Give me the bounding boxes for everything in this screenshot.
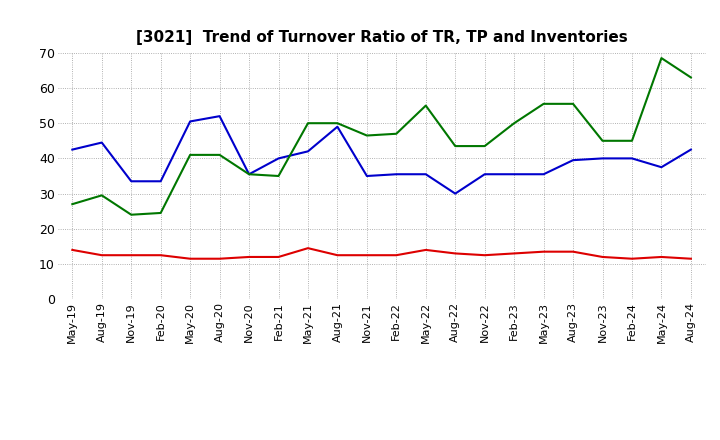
Trade Receivables (333, 253, 342, 258)
Trade Payables (215, 114, 224, 119)
Trade Payables (451, 191, 459, 196)
Trade Payables (392, 172, 400, 177)
Trade Payables (510, 172, 518, 177)
Trade Receivables (215, 256, 224, 261)
Trade Payables (97, 140, 106, 145)
Inventories (156, 210, 165, 216)
Trade Payables (598, 156, 607, 161)
Inventories (97, 193, 106, 198)
Line: Inventories: Inventories (72, 58, 691, 215)
Inventories (245, 172, 253, 177)
Trade Receivables (510, 251, 518, 256)
Inventories (68, 202, 76, 207)
Trade Payables (569, 158, 577, 163)
Inventories (333, 121, 342, 126)
Inventories (569, 101, 577, 106)
Inventories (657, 55, 666, 61)
Trade Receivables (245, 254, 253, 260)
Inventories (539, 101, 548, 106)
Trade Payables (421, 172, 430, 177)
Line: Trade Receivables: Trade Receivables (72, 248, 691, 259)
Trade Payables (539, 172, 548, 177)
Trade Payables (127, 179, 135, 184)
Inventories (451, 143, 459, 149)
Title: [3021]  Trend of Turnover Ratio of TR, TP and Inventories: [3021] Trend of Turnover Ratio of TR, TP… (136, 29, 627, 45)
Trade Receivables (598, 254, 607, 260)
Trade Receivables (392, 253, 400, 258)
Trade Receivables (304, 246, 312, 251)
Trade Payables (628, 156, 636, 161)
Trade Payables (657, 165, 666, 170)
Inventories (421, 103, 430, 108)
Trade Receivables (687, 256, 696, 261)
Trade Receivables (97, 253, 106, 258)
Inventories (127, 212, 135, 217)
Inventories (215, 152, 224, 158)
Trade Receivables (127, 253, 135, 258)
Trade Receivables (451, 251, 459, 256)
Trade Payables (245, 172, 253, 177)
Trade Payables (186, 119, 194, 124)
Trade Payables (333, 124, 342, 129)
Trade Receivables (156, 253, 165, 258)
Trade Receivables (186, 256, 194, 261)
Trade Receivables (68, 247, 76, 253)
Trade Payables (304, 149, 312, 154)
Inventories (363, 133, 372, 138)
Trade Receivables (628, 256, 636, 261)
Trade Payables (687, 147, 696, 152)
Inventories (480, 143, 489, 149)
Trade Receivables (421, 247, 430, 253)
Inventories (687, 75, 696, 80)
Inventories (628, 138, 636, 143)
Trade Payables (363, 173, 372, 179)
Trade Payables (156, 179, 165, 184)
Inventories (392, 131, 400, 136)
Line: Trade Payables: Trade Payables (72, 116, 691, 194)
Inventories (186, 152, 194, 158)
Trade Receivables (569, 249, 577, 254)
Trade Payables (480, 172, 489, 177)
Trade Payables (274, 156, 283, 161)
Trade Receivables (480, 253, 489, 258)
Inventories (304, 121, 312, 126)
Inventories (598, 138, 607, 143)
Inventories (274, 173, 283, 179)
Trade Payables (68, 147, 76, 152)
Inventories (510, 121, 518, 126)
Trade Receivables (363, 253, 372, 258)
Trade Receivables (274, 254, 283, 260)
Trade Receivables (657, 254, 666, 260)
Trade Receivables (539, 249, 548, 254)
